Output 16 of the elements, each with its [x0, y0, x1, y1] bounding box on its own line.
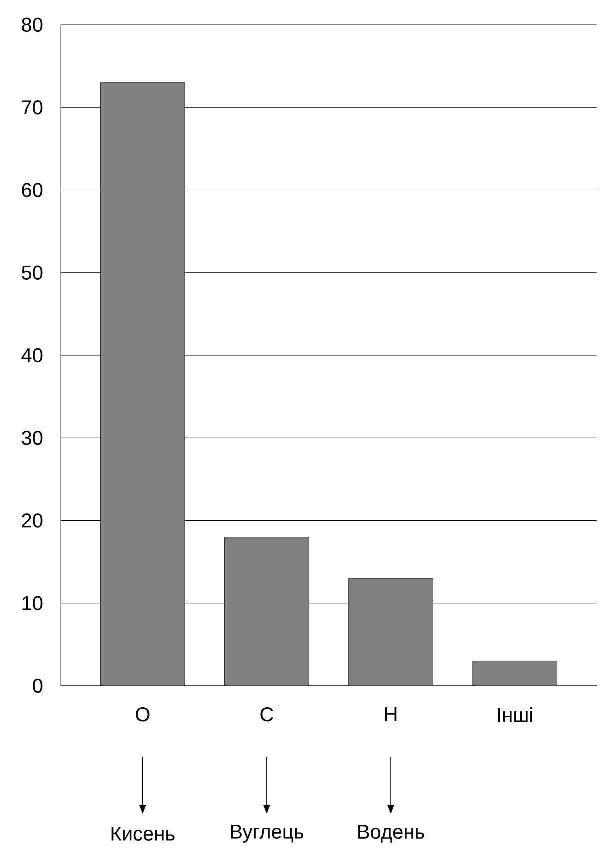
- x-tick-label: Інші: [498, 708, 532, 722]
- y-tick-label: 60: [22, 183, 43, 198]
- y-tick-label: 40: [22, 348, 43, 363]
- text: Вуглець: [231, 825, 304, 843]
- x-tick-label: O: [136, 708, 150, 722]
- text: Кисень: [112, 827, 175, 841]
- y-tick-label: 50: [22, 266, 43, 280]
- y-tick-label: 0: [33, 678, 43, 694]
- y-tick-label: 20: [22, 514, 43, 528]
- x-tick-label: H: [385, 708, 397, 722]
- y-tick-label: 10: [22, 596, 43, 610]
- y-tick-label: 30: [22, 431, 43, 446]
- y-tick-label: 70: [22, 100, 43, 115]
- x-tick-label: C: [260, 708, 274, 722]
- y-tick-label: 80: [22, 18, 43, 32]
- text: Водень: [358, 825, 424, 843]
